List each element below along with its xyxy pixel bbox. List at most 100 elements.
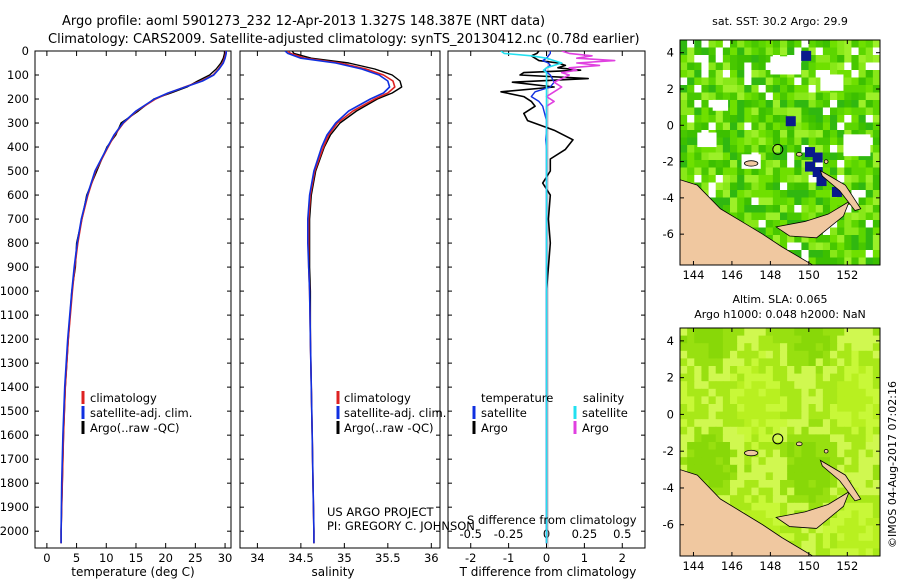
map-cell bbox=[858, 373, 867, 382]
map-cell bbox=[808, 533, 817, 542]
map-cell bbox=[865, 396, 874, 405]
map-cell bbox=[687, 449, 695, 458]
map-cell bbox=[865, 328, 874, 337]
map-cell bbox=[794, 480, 803, 489]
map-cell bbox=[680, 100, 688, 109]
map-cell bbox=[865, 426, 874, 435]
map-cell bbox=[851, 480, 860, 489]
cloud-gap bbox=[820, 74, 844, 91]
map-cell bbox=[830, 40, 838, 49]
map-cell bbox=[730, 472, 738, 481]
map-cell bbox=[772, 167, 781, 176]
map-cell bbox=[815, 434, 824, 443]
map-cell bbox=[715, 92, 724, 101]
map-cell bbox=[687, 152, 695, 161]
map-cell bbox=[730, 404, 738, 413]
map-cell bbox=[858, 426, 867, 435]
map-cell bbox=[844, 115, 853, 124]
land-new-ireland bbox=[819, 169, 862, 212]
map-cell bbox=[801, 388, 810, 397]
map-cell bbox=[808, 115, 817, 124]
map-cell bbox=[801, 472, 810, 481]
map-cell bbox=[858, 449, 867, 458]
map-cell bbox=[780, 480, 788, 489]
map-cell bbox=[794, 152, 803, 161]
map-cell bbox=[822, 350, 831, 359]
map-cell bbox=[851, 212, 860, 221]
map-cell bbox=[701, 160, 710, 169]
map-cell bbox=[844, 358, 853, 367]
map-cell bbox=[765, 373, 774, 382]
map-cell bbox=[787, 495, 795, 504]
map-cell bbox=[815, 404, 824, 413]
map-cell bbox=[737, 137, 745, 146]
map-cell bbox=[858, 335, 867, 344]
map-cell bbox=[765, 472, 774, 481]
map-cell bbox=[708, 464, 717, 473]
map-cell bbox=[730, 107, 738, 116]
map-cell bbox=[844, 457, 853, 466]
map-cell bbox=[715, 464, 724, 473]
map-cell bbox=[701, 70, 710, 79]
map-cell bbox=[815, 328, 824, 337]
map-cell bbox=[744, 426, 753, 435]
map-cell bbox=[872, 257, 880, 265]
map-cell bbox=[808, 457, 817, 466]
map-cell bbox=[772, 335, 781, 344]
map-cell bbox=[701, 107, 710, 116]
map-cell bbox=[830, 107, 838, 116]
map-cell bbox=[744, 404, 753, 413]
sla-map-title-line2: Argo h1000: 0.048 h2000: NaN bbox=[694, 308, 866, 321]
map-cell bbox=[758, 197, 767, 206]
map-cell bbox=[787, 434, 795, 443]
map-cell bbox=[851, 77, 860, 86]
map-cell bbox=[801, 122, 810, 131]
map-cell bbox=[694, 381, 703, 390]
map-cell bbox=[851, 442, 860, 451]
map-cell bbox=[708, 404, 717, 413]
map-cell bbox=[822, 449, 831, 458]
map-cell bbox=[865, 434, 874, 443]
map-cell bbox=[794, 92, 803, 101]
map-cell bbox=[787, 40, 795, 49]
map-cell bbox=[730, 366, 738, 375]
legend-label-sal-satellite: satellite bbox=[582, 406, 628, 420]
map-cell bbox=[801, 137, 810, 146]
map-cell bbox=[872, 122, 880, 131]
map-cell bbox=[687, 55, 695, 64]
map-cell bbox=[801, 396, 810, 405]
map-cell bbox=[837, 100, 845, 109]
map-cell bbox=[730, 92, 738, 101]
map-cell bbox=[815, 62, 824, 71]
figure-title-line1: Argo profile: aoml 5901273_232 12-Apr-20… bbox=[62, 14, 545, 29]
map-cell bbox=[830, 235, 838, 244]
map-cell bbox=[772, 190, 781, 199]
map-cell bbox=[694, 55, 703, 64]
map-cell bbox=[715, 358, 724, 367]
map-cell bbox=[701, 411, 710, 420]
map-cell bbox=[744, 343, 753, 352]
map-cell bbox=[680, 160, 688, 169]
map-cell bbox=[865, 107, 874, 116]
map-cell bbox=[680, 381, 688, 390]
map-cell bbox=[737, 343, 745, 352]
map-cell bbox=[780, 472, 788, 481]
map-cell bbox=[751, 442, 760, 451]
map-cell bbox=[808, 182, 817, 191]
land-new-britain bbox=[775, 490, 851, 529]
map-cell bbox=[808, 335, 817, 344]
map-cell bbox=[815, 242, 824, 251]
x-tick-label: 5 bbox=[73, 551, 80, 565]
map-cell bbox=[744, 396, 753, 405]
map-cell bbox=[680, 335, 688, 344]
map-cell bbox=[844, 242, 853, 251]
map-cell bbox=[837, 366, 845, 375]
map-cell bbox=[744, 328, 753, 337]
map-cell bbox=[780, 107, 788, 116]
depth-tick-label: 1400 bbox=[0, 380, 29, 394]
map-cell bbox=[808, 328, 817, 337]
map-cell bbox=[815, 366, 824, 375]
map-cell bbox=[751, 145, 760, 154]
map-cell bbox=[758, 335, 767, 344]
map-cell bbox=[822, 92, 831, 101]
